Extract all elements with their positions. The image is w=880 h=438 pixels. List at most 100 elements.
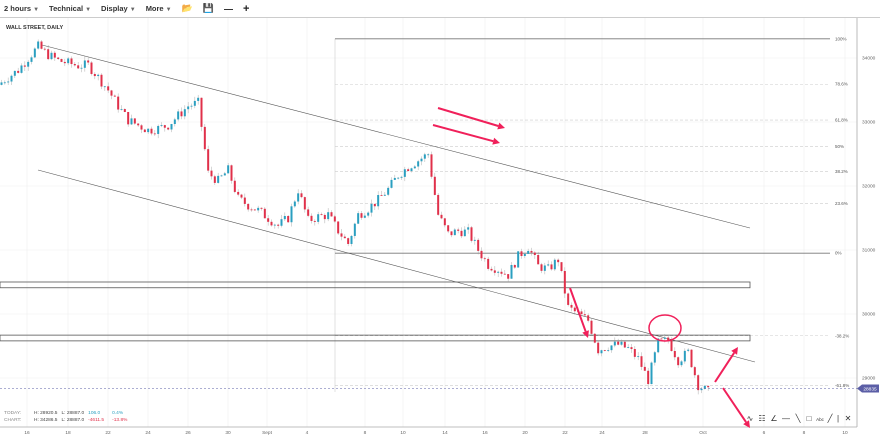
candle bbox=[177, 109, 180, 122]
candle bbox=[137, 123, 140, 127]
candle-body bbox=[137, 123, 140, 126]
more-menu[interactable]: More ▼ bbox=[146, 4, 172, 13]
candle-body bbox=[513, 264, 516, 268]
candle bbox=[77, 62, 80, 69]
text-icon[interactable]: Abc bbox=[816, 417, 825, 422]
candle-body bbox=[227, 165, 230, 174]
save-icon[interactable]: 💾 bbox=[202, 3, 214, 13]
plus-icon[interactable]: + bbox=[243, 2, 250, 15]
candle-body bbox=[47, 49, 50, 60]
candle-body bbox=[603, 350, 606, 351]
candle bbox=[707, 385, 710, 391]
candle bbox=[67, 57, 70, 66]
candle-body bbox=[463, 229, 466, 237]
candle-body bbox=[3, 82, 6, 84]
candle-body bbox=[667, 337, 670, 341]
stats-chart: CHART: H: 34286.5 L: 28887.0 -4611.5 -13.8% bbox=[4, 417, 131, 424]
x-tick-label: 8 bbox=[364, 430, 367, 436]
candle bbox=[353, 222, 356, 239]
candle bbox=[187, 102, 190, 114]
candle bbox=[593, 333, 596, 344]
candle-body bbox=[153, 133, 156, 135]
candle bbox=[387, 186, 390, 197]
candle-body bbox=[190, 105, 193, 107]
folder-open-icon[interactable]: 📂 bbox=[181, 3, 193, 13]
fibonacci-icon[interactable]: ☷ bbox=[758, 414, 765, 423]
candle bbox=[73, 62, 76, 67]
candle bbox=[617, 338, 620, 346]
stat-label: TODAY: bbox=[4, 411, 22, 416]
candle-body bbox=[167, 127, 170, 130]
arrow-shaft bbox=[714, 352, 735, 383]
candle bbox=[533, 251, 536, 259]
candle bbox=[337, 221, 340, 236]
minus-icon[interactable]: — bbox=[224, 3, 233, 14]
candle-body bbox=[307, 209, 310, 216]
stat-label: CHART: bbox=[4, 418, 22, 423]
candle-body bbox=[397, 177, 400, 179]
candle bbox=[147, 128, 150, 134]
candle bbox=[180, 107, 183, 120]
close-icon[interactable]: ✕ bbox=[845, 414, 852, 423]
candle-body bbox=[647, 370, 650, 385]
candle bbox=[153, 130, 156, 136]
candle-body bbox=[540, 264, 543, 271]
fib-level-label: 61.8% bbox=[835, 118, 848, 123]
candle bbox=[317, 211, 320, 225]
candle-body bbox=[250, 209, 253, 211]
candle bbox=[500, 268, 503, 277]
display-menu[interactable]: Display ▼ bbox=[101, 4, 136, 13]
candle-body bbox=[677, 357, 680, 366]
candle bbox=[487, 256, 490, 271]
candle bbox=[330, 210, 333, 217]
candle-body bbox=[350, 235, 353, 244]
candle bbox=[193, 96, 196, 109]
ray-icon[interactable]: ╱ bbox=[827, 413, 834, 423]
candle-body bbox=[470, 227, 473, 241]
candle bbox=[433, 172, 436, 196]
arrow-head bbox=[582, 330, 589, 338]
rectangle-icon[interactable]: □ bbox=[807, 414, 812, 423]
candle-body bbox=[280, 219, 283, 226]
candle-body bbox=[407, 169, 410, 172]
x-tick-label: 18 bbox=[65, 430, 71, 436]
arrow-shaft bbox=[722, 387, 747, 423]
trend-line-icon[interactable]: ╲ bbox=[795, 413, 802, 423]
candle bbox=[523, 252, 526, 259]
candle bbox=[3, 80, 6, 85]
candle bbox=[460, 227, 463, 239]
candle-body bbox=[527, 250, 530, 254]
candle-body bbox=[507, 274, 510, 279]
annotation-arrow bbox=[722, 387, 750, 428]
freehand-icon[interactable]: ∿ bbox=[747, 414, 754, 423]
candle-body bbox=[680, 361, 683, 366]
candle-body bbox=[637, 356, 640, 358]
candle-body bbox=[200, 97, 203, 127]
candle bbox=[673, 347, 676, 361]
candle bbox=[57, 56, 60, 60]
candle bbox=[307, 206, 310, 218]
candle bbox=[140, 123, 143, 134]
channel-lower-line bbox=[37, 169, 756, 363]
candle bbox=[490, 266, 493, 272]
horizontal-line-icon[interactable]: — bbox=[782, 414, 790, 423]
y-tick-label: 29000 bbox=[862, 376, 876, 382]
technical-menu[interactable]: Technical ▼ bbox=[49, 4, 91, 13]
candle-body bbox=[580, 311, 583, 315]
candle bbox=[480, 247, 483, 261]
candle-body bbox=[260, 207, 263, 209]
candle-body bbox=[490, 268, 493, 271]
candle-body bbox=[163, 125, 166, 128]
timeframe-menu[interactable]: 2 hours ▼ bbox=[4, 4, 39, 13]
fan-icon[interactable]: ∠ bbox=[770, 414, 777, 423]
candle bbox=[697, 374, 700, 395]
candle-body bbox=[543, 265, 546, 271]
candle bbox=[380, 190, 383, 196]
stats-panel: TODAY: H: 28920.5 L: 28887.0 106.0 0.4% CHAR… bbox=[4, 410, 131, 424]
annotation-arrow bbox=[432, 124, 500, 145]
candle bbox=[607, 347, 610, 353]
candle bbox=[267, 215, 270, 226]
y-tick-label: 32000 bbox=[862, 184, 876, 190]
fib-level-label: 50% bbox=[835, 144, 844, 149]
